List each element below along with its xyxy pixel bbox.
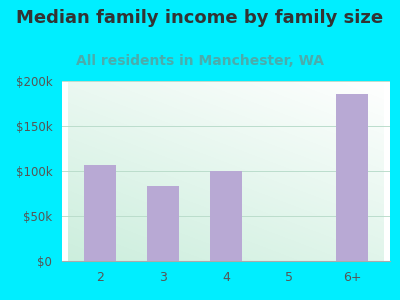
Bar — [336, 94, 368, 261]
Bar — [84, 165, 116, 261]
Bar — [210, 171, 242, 261]
Text: Median family income by family size: Median family income by family size — [16, 9, 384, 27]
Bar — [147, 186, 179, 261]
Text: All residents in Manchester, WA: All residents in Manchester, WA — [76, 54, 324, 68]
